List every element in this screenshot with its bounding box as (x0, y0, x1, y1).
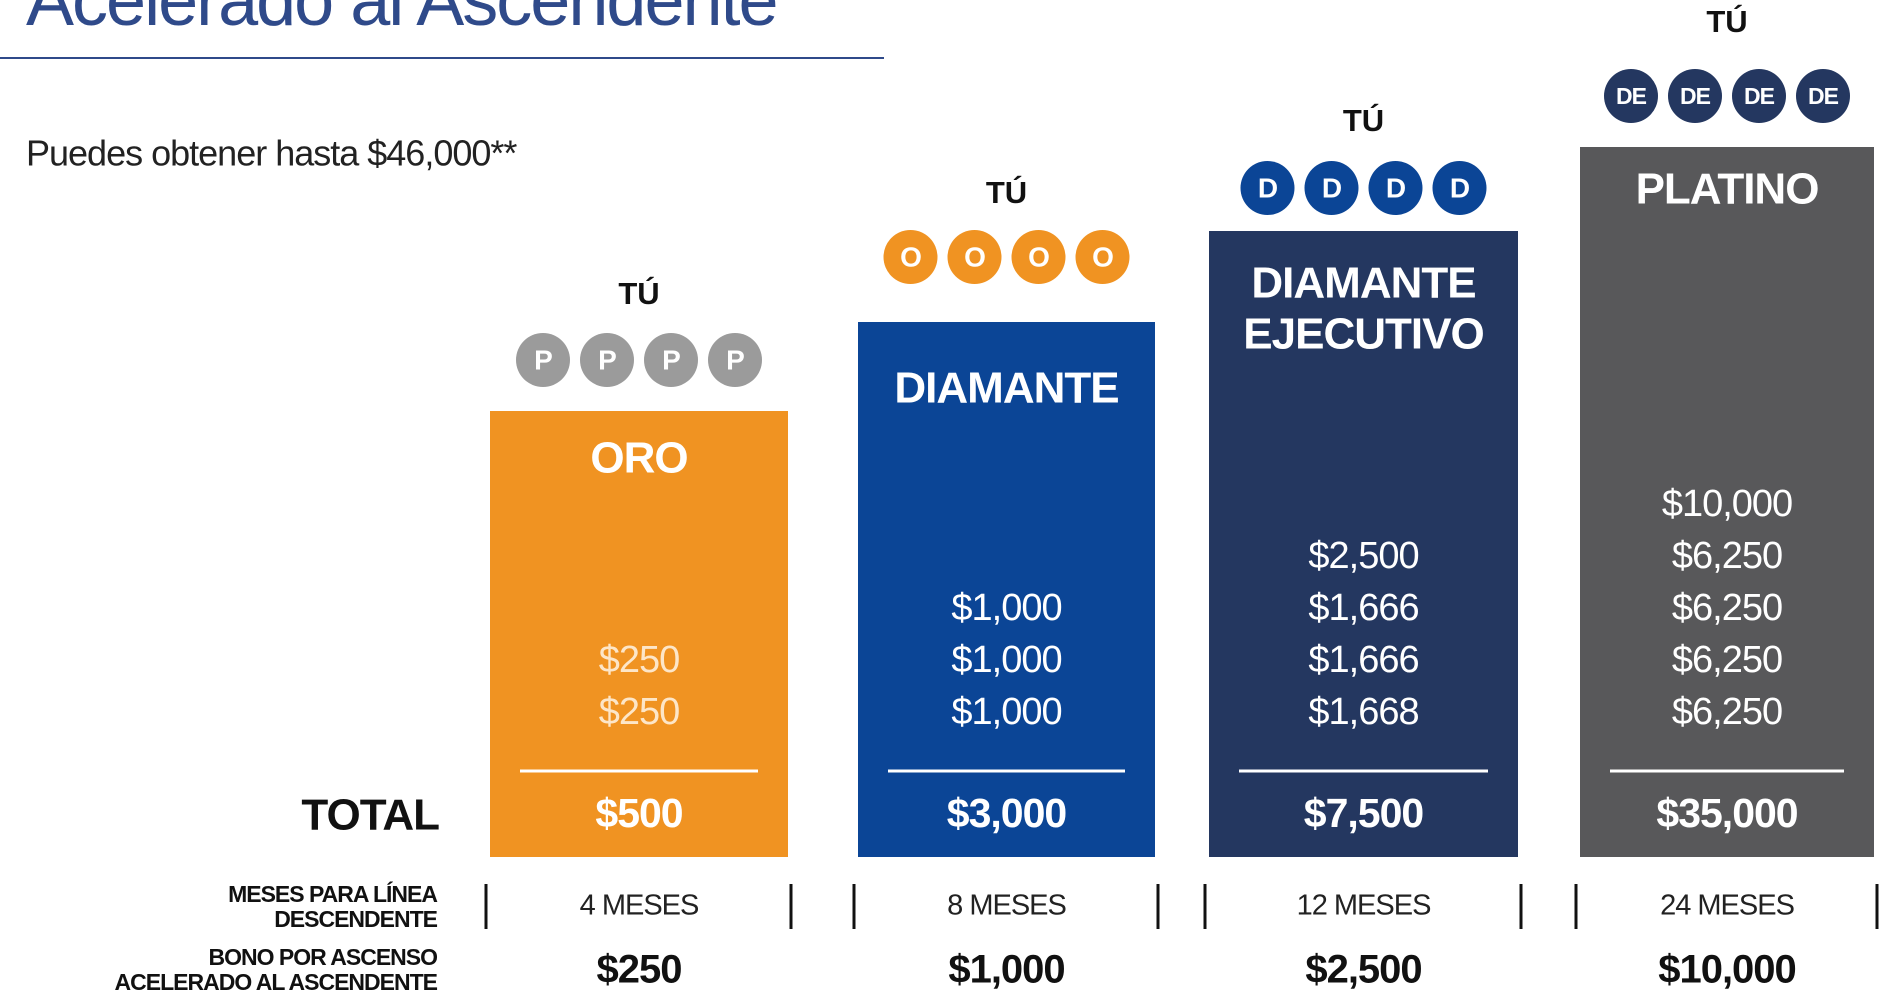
badge (1668, 69, 1722, 123)
level-name: DIAMANTE (1251, 259, 1475, 308)
level-name: ORO (590, 434, 687, 483)
bonus: $10,000 (1658, 948, 1796, 992)
badge (580, 333, 634, 387)
amount: $6,250 (1672, 587, 1782, 629)
badge (883, 230, 938, 284)
amount: $10,000 (1662, 483, 1792, 525)
badge-letter: P (534, 344, 552, 375)
total-label: TOTAL (301, 791, 439, 840)
badge (1011, 230, 1066, 284)
amount: $1,000 (951, 639, 1061, 681)
amount: $6,250 (1672, 639, 1782, 681)
bonus: $250 (597, 948, 682, 992)
amount: $250 (599, 691, 680, 733)
badge (947, 230, 1002, 284)
badge (1796, 69, 1850, 123)
level-box (1580, 147, 1874, 857)
amount: $2,500 (1308, 535, 1418, 577)
you-label: TÚ (618, 275, 659, 311)
row-label: BONO POR ASCENSO (208, 944, 437, 970)
badge (1368, 161, 1423, 215)
total: $7,500 (1304, 790, 1424, 836)
bonus: $1,000 (948, 948, 1064, 992)
badge-letter: P (598, 344, 616, 375)
total: $35,000 (1656, 790, 1797, 836)
badge-letter: DE (1680, 83, 1711, 109)
subtitle: Puedes obtener hasta $46,000** (26, 133, 517, 174)
badge-letter: O (900, 241, 921, 272)
level-box (490, 411, 788, 857)
months: 4 MESES (580, 890, 699, 922)
badge (1604, 69, 1658, 123)
amount: $1,000 (951, 691, 1061, 733)
badge-letter: DE (1808, 83, 1839, 109)
badge (1732, 69, 1786, 123)
you-label: TÚ (986, 174, 1027, 210)
row-label: MESES PARA LÍNEA (228, 880, 437, 907)
row-label: ACELERADO AL ASCENDENTE (115, 969, 438, 995)
badge-letter: D (1450, 172, 1470, 203)
badge-letter: D (1386, 172, 1406, 203)
badge-letter: P (726, 344, 744, 375)
level-name: DIAMANTE (894, 364, 1118, 413)
amount: $6,250 (1672, 535, 1782, 577)
amount: $1,666 (1308, 587, 1418, 629)
badge-letter: O (1028, 241, 1049, 272)
badge-letter: P (662, 344, 680, 375)
badge (1304, 161, 1359, 215)
total: $3,000 (947, 790, 1067, 836)
level-name: PLATINO (1636, 165, 1819, 214)
badge (708, 333, 762, 387)
you-label: TÚ (1706, 3, 1747, 39)
level-name: EJECUTIVO (1243, 310, 1483, 359)
badge (644, 333, 698, 387)
amount: $1,668 (1308, 691, 1418, 733)
months: 24 MESES (1660, 890, 1794, 922)
badge-letter: D (1322, 172, 1342, 203)
bonus: $2,500 (1305, 948, 1421, 992)
title: Acelerado al Ascendente (26, 0, 777, 41)
badge (1075, 230, 1130, 284)
row-label: DESCENDENTE (274, 906, 437, 932)
badge (1240, 161, 1295, 215)
badge-letter: D (1258, 172, 1278, 203)
badge (1432, 161, 1487, 215)
badge-letter: DE (1616, 83, 1647, 109)
level-box (1209, 231, 1518, 857)
amount: $1,000 (951, 587, 1061, 629)
months: 8 MESES (947, 890, 1066, 922)
badge-letter: O (1092, 241, 1113, 272)
amount: $1,666 (1308, 639, 1418, 681)
total: $500 (595, 790, 682, 836)
you-label: TÚ (1343, 102, 1384, 138)
badge (516, 333, 570, 387)
badge-letter: DE (1744, 83, 1775, 109)
level-box (858, 322, 1155, 857)
amount: $250 (599, 639, 680, 681)
amount: $6,250 (1672, 691, 1782, 733)
badge-letter: O (964, 241, 985, 272)
months: 12 MESES (1297, 890, 1431, 922)
